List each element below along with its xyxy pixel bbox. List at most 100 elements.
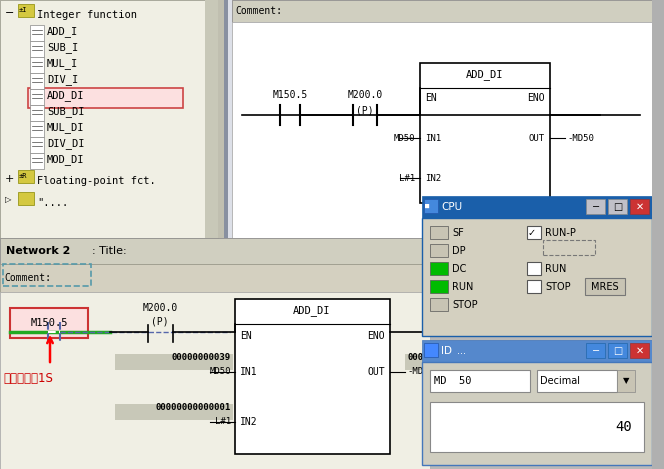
Text: ADD_I: ADD_I: [47, 27, 78, 38]
Text: ✓: ✓: [528, 228, 536, 238]
FancyBboxPatch shape: [18, 170, 34, 183]
Text: SUB_I: SUB_I: [47, 43, 78, 53]
Text: −: −: [592, 202, 600, 212]
FancyBboxPatch shape: [30, 121, 44, 137]
FancyBboxPatch shape: [527, 280, 541, 293]
FancyBboxPatch shape: [30, 89, 44, 105]
FancyBboxPatch shape: [18, 4, 34, 17]
Text: EN: EN: [425, 93, 437, 103]
Text: MD50: MD50: [394, 134, 415, 143]
FancyBboxPatch shape: [30, 153, 44, 169]
Text: RUN: RUN: [452, 282, 473, 292]
FancyBboxPatch shape: [405, 354, 525, 370]
FancyBboxPatch shape: [30, 25, 44, 41]
Text: −: −: [5, 8, 15, 18]
Text: "....: "....: [37, 198, 68, 208]
Text: Decimal: Decimal: [540, 376, 580, 386]
FancyBboxPatch shape: [630, 199, 649, 214]
Text: ENO: ENO: [527, 93, 545, 103]
Text: DP: DP: [452, 246, 465, 256]
Text: STOP: STOP: [452, 300, 477, 310]
Text: SF: SF: [452, 228, 463, 238]
FancyBboxPatch shape: [115, 354, 233, 370]
Text: ±R: ±R: [19, 173, 27, 179]
FancyBboxPatch shape: [537, 370, 617, 392]
FancyBboxPatch shape: [30, 41, 44, 57]
FancyBboxPatch shape: [430, 298, 448, 311]
FancyBboxPatch shape: [430, 370, 530, 392]
FancyBboxPatch shape: [218, 0, 224, 238]
Text: Network 2: Network 2: [6, 246, 70, 256]
FancyBboxPatch shape: [0, 292, 430, 469]
FancyBboxPatch shape: [0, 264, 430, 292]
FancyBboxPatch shape: [224, 0, 228, 238]
Text: EN: EN: [240, 331, 252, 341]
Text: ENO: ENO: [367, 331, 385, 341]
FancyBboxPatch shape: [424, 343, 438, 357]
Text: IN2: IN2: [425, 174, 441, 182]
FancyBboxPatch shape: [430, 280, 448, 293]
Text: RUN: RUN: [545, 264, 566, 274]
Text: SUB_DI: SUB_DI: [47, 106, 84, 117]
FancyBboxPatch shape: [232, 0, 664, 22]
FancyBboxPatch shape: [420, 63, 550, 203]
Text: : Title:: : Title:: [92, 246, 127, 256]
FancyBboxPatch shape: [608, 199, 627, 214]
Text: ADD_DI: ADD_DI: [466, 69, 504, 81]
Text: ...: ...: [457, 346, 466, 356]
Text: 000000000040|0: 000000000040|0: [407, 353, 482, 362]
Text: L#1: L#1: [399, 174, 415, 182]
FancyBboxPatch shape: [422, 362, 652, 465]
Text: 通断周期为1S: 通断周期为1S: [3, 371, 53, 385]
Text: ADD_DI: ADD_DI: [293, 305, 331, 317]
Text: Floating-point fct.: Floating-point fct.: [37, 176, 156, 186]
FancyBboxPatch shape: [422, 218, 652, 336]
FancyBboxPatch shape: [430, 244, 448, 257]
Text: DC: DC: [452, 264, 466, 274]
FancyBboxPatch shape: [422, 196, 652, 218]
Text: ✕: ✕: [636, 346, 644, 356]
Text: -MD50: -MD50: [567, 134, 594, 143]
Text: ▼: ▼: [623, 377, 629, 386]
Text: MD  50: MD 50: [434, 376, 471, 386]
Text: ADD_DI: ADD_DI: [47, 91, 84, 101]
Text: □: □: [614, 202, 623, 212]
Text: MD50: MD50: [210, 368, 231, 377]
FancyBboxPatch shape: [617, 370, 635, 392]
Text: M150.5: M150.5: [31, 318, 68, 328]
Text: M200.0: M200.0: [142, 303, 178, 313]
Text: RUN-P: RUN-P: [545, 228, 576, 238]
FancyBboxPatch shape: [28, 88, 183, 108]
Text: ■: ■: [425, 203, 429, 209]
Text: Comment:: Comment:: [4, 273, 51, 283]
Text: (P): (P): [356, 105, 374, 115]
FancyBboxPatch shape: [527, 262, 541, 275]
FancyBboxPatch shape: [30, 57, 44, 73]
Text: DIV_I: DIV_I: [47, 75, 78, 85]
Text: 00000000000001: 00000000000001: [156, 402, 231, 411]
FancyBboxPatch shape: [30, 73, 44, 89]
Text: 40: 40: [616, 420, 632, 434]
Text: ±I: ±I: [19, 7, 27, 13]
FancyBboxPatch shape: [630, 343, 649, 358]
Text: M150.5: M150.5: [272, 90, 307, 100]
Text: IN1: IN1: [240, 367, 258, 377]
FancyBboxPatch shape: [205, 0, 218, 238]
Text: (P): (P): [151, 317, 169, 327]
Text: IN2: IN2: [240, 417, 258, 427]
Text: Integer function: Integer function: [37, 10, 137, 20]
Text: MUL_I: MUL_I: [47, 59, 78, 69]
Text: OUT: OUT: [529, 134, 545, 143]
Text: STOP: STOP: [545, 282, 570, 292]
Text: MOD_DI: MOD_DI: [47, 155, 84, 166]
Text: Comment:: Comment:: [235, 6, 282, 16]
Text: DIV_DI: DIV_DI: [47, 138, 84, 150]
Text: 00000000039: 00000000039: [172, 353, 231, 362]
FancyBboxPatch shape: [424, 199, 438, 213]
FancyBboxPatch shape: [235, 299, 390, 454]
FancyBboxPatch shape: [430, 226, 448, 239]
FancyBboxPatch shape: [430, 402, 644, 452]
Text: M200.0: M200.0: [347, 90, 382, 100]
FancyBboxPatch shape: [0, 0, 218, 238]
FancyBboxPatch shape: [115, 404, 233, 420]
